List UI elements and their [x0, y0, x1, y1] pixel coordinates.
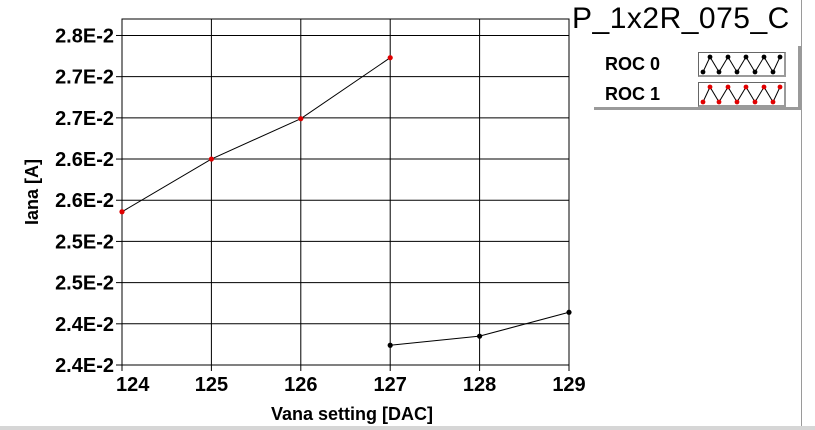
data-point	[477, 333, 483, 339]
legend-marker	[743, 54, 749, 60]
y-tick-label: 2.8E-2	[55, 25, 114, 47]
legend-marker	[770, 69, 776, 75]
legend-line	[702, 55, 781, 74]
y-tick-label: 2.7E-2	[55, 108, 114, 130]
x-tick-label: 126	[284, 374, 317, 396]
legend-label-roc0: ROC 0	[605, 54, 661, 74]
legend-swatch-roc0	[698, 52, 786, 77]
y-tick-label: 2.7E-2	[55, 67, 114, 89]
x-tick-label: 127	[374, 374, 407, 396]
legend-marker	[752, 69, 758, 75]
legend-marker	[700, 99, 706, 105]
y-axis-title: Iana [A]	[22, 159, 42, 225]
legend-marker	[734, 69, 740, 75]
legend-marker	[770, 99, 776, 105]
y-tick-label: 2.5E-2	[55, 273, 114, 295]
x-tick-label: 129	[552, 374, 585, 396]
legend-line	[702, 85, 781, 104]
data-point	[208, 156, 214, 162]
legend-marker	[743, 84, 749, 90]
chart-title: P_1x2R_075_C	[572, 2, 790, 35]
data-point	[119, 209, 125, 215]
x-tick-label: 124	[116, 374, 150, 396]
y-tick-label: 2.4E-2	[55, 314, 114, 336]
y-tick-label: 2.4E-2	[55, 355, 114, 377]
plot-frame	[121, 18, 570, 366]
legend-marker	[725, 54, 731, 60]
legend-marker	[761, 84, 767, 90]
y-tick-label: 2.6E-2	[55, 149, 114, 171]
legend-marker	[777, 54, 783, 60]
x-tick-label: 128	[463, 374, 496, 396]
legend-marker	[716, 69, 722, 75]
legend-item-roc1: ROC 1	[594, 79, 794, 109]
legend-marker	[734, 99, 740, 105]
series-line	[121, 57, 391, 213]
data-point	[566, 309, 572, 315]
window-right-edge	[801, 0, 815, 430]
legend-marker	[725, 84, 731, 90]
x-axis-ticks: 124 125 126 127 128 129	[116, 365, 586, 396]
legend-label-roc1: ROC 1	[605, 84, 661, 104]
series-1	[119, 55, 393, 215]
y-tick-label: 2.6E-2	[55, 190, 114, 212]
legend-marker	[707, 54, 713, 60]
y-axis-ticks: 2.4E-2 2.4E-2 2.5E-2 2.5E-2 2.6E-2 2.6E-2 2.7E…	[55, 25, 122, 377]
data-point	[387, 55, 393, 61]
legend-marker	[752, 99, 758, 105]
legend-marker	[716, 99, 722, 105]
legend-marker	[777, 84, 783, 90]
series-0	[387, 309, 572, 348]
x-axis-title: Vana setting [DAC]	[271, 404, 433, 424]
legend-swatch-roc1	[698, 82, 786, 107]
legend-item-roc0: ROC 0	[594, 49, 794, 79]
y-tick-label: 2.5E-2	[55, 231, 114, 253]
legend: ROC 0 ROC 1	[594, 46, 801, 110]
series-layer	[119, 55, 572, 348]
data-point	[387, 342, 393, 348]
legend-marker	[707, 84, 713, 90]
x-tick-label: 125	[195, 374, 228, 396]
legend-marker	[700, 69, 706, 75]
legend-marker	[761, 54, 767, 60]
window-bottom-edge	[0, 426, 815, 430]
data-point	[298, 116, 304, 122]
